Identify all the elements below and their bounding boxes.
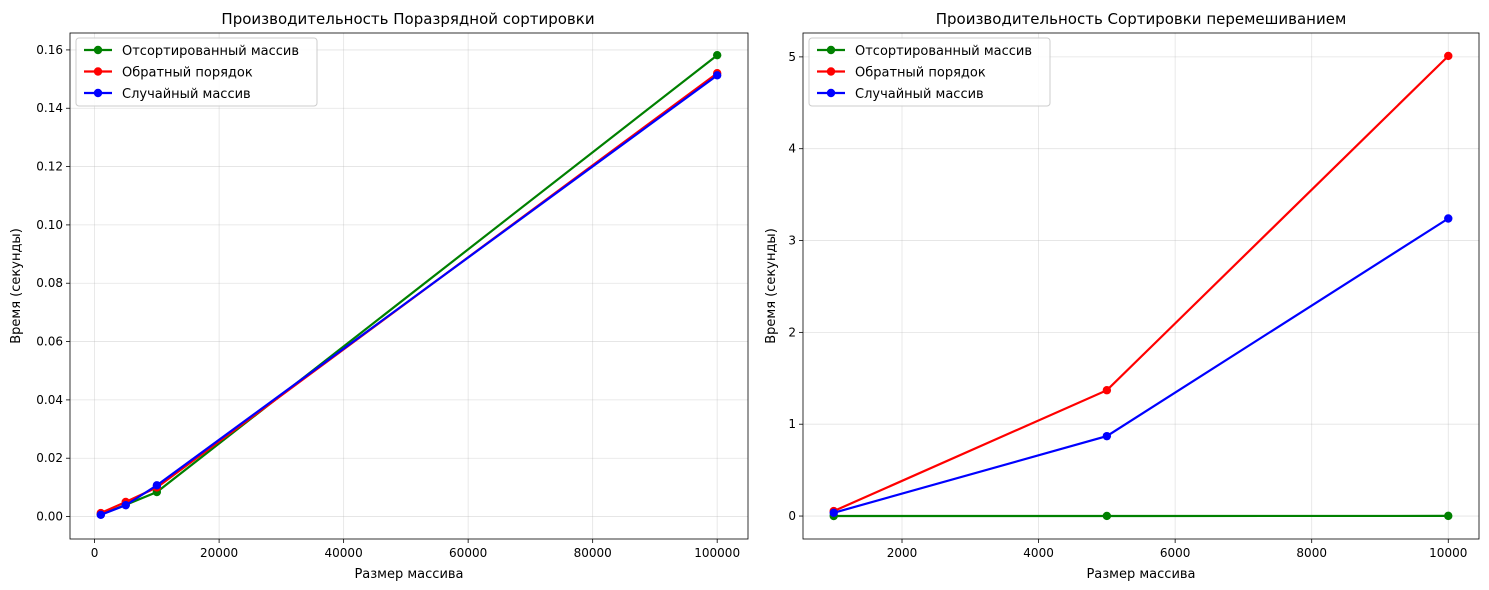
data-point	[712, 71, 722, 80]
y-tick-label: 2	[788, 325, 796, 339]
x-tick-label: 2000	[887, 546, 918, 560]
y-tick-label: 5	[788, 50, 796, 64]
legend-marker	[93, 45, 103, 55]
y-tick-label: 4	[788, 142, 796, 156]
plot-frame	[69, 32, 749, 540]
legend-item: Отсортированный массив	[817, 44, 1032, 59]
data-point	[1444, 51, 1453, 61]
y-tick-label: 0.06	[36, 335, 63, 349]
legend-item: Отсортированный массив	[84, 44, 299, 59]
y-tick-label: 0.16	[36, 43, 63, 57]
legend-label: Отсортированный массив	[122, 44, 299, 59]
x-tick-label: 8000	[1296, 546, 1327, 560]
series-line	[833, 217, 1449, 514]
plot-frame	[802, 32, 1480, 540]
data-point	[1102, 511, 1112, 521]
grid	[70, 33, 748, 539]
series-3	[96, 71, 722, 519]
y-axis-ticks: 0 1 2 3 4 5	[788, 50, 803, 523]
legend-item: Обратный порядок	[84, 66, 253, 81]
data-point	[1102, 386, 1112, 395]
chart-title: Производительность Сортировки перемешива…	[936, 10, 1347, 28]
legend-label: Случайный массив	[855, 87, 984, 102]
legend-label: Случайный массив	[122, 87, 251, 102]
series-line	[100, 72, 718, 515]
x-tick-label: 10000	[1429, 546, 1467, 560]
legend-box	[75, 37, 318, 107]
cocktail-sort-chart: Производительность Сортировки перемешива…	[764, 10, 1480, 582]
x-tick-label: 20000	[200, 546, 238, 560]
series-1	[96, 50, 722, 519]
x-axis-ticks: 2000 4000 6000 8000 10000	[887, 539, 1467, 560]
y-tick-label: 0	[788, 509, 796, 523]
series-1	[829, 511, 1453, 521]
data-point	[829, 508, 838, 518]
series-line	[100, 54, 718, 516]
data-point	[152, 481, 162, 490]
legend-label: Обратный порядок	[855, 66, 986, 81]
x-tick-label: 100000	[694, 546, 740, 560]
legend-marker	[93, 67, 103, 76]
legend-marker	[826, 45, 836, 55]
data-point	[121, 500, 130, 510]
x-tick-label: 60000	[449, 546, 487, 560]
y-tick-label: 0.02	[36, 451, 63, 465]
x-axis-ticks: 0 20000 40000 60000 80000 100000	[91, 539, 740, 560]
y-axis-label: Время (секунды)	[764, 228, 779, 344]
legend-item: Случайный массив	[84, 87, 251, 102]
legend-marker	[826, 88, 836, 98]
legend: Отсортированный массив Обратный порядок Сл…	[808, 37, 1051, 107]
series-2	[96, 69, 722, 518]
y-tick-label: 1	[788, 417, 796, 431]
x-tick-label: 4000	[1023, 546, 1054, 560]
y-tick-label: 0.10	[36, 218, 63, 232]
legend-box	[808, 37, 1051, 107]
y-tick-label: 0.12	[36, 160, 63, 174]
legend-marker	[93, 88, 103, 98]
chart-title: Производительность Поразрядной сортировк…	[221, 10, 594, 28]
legend-label: Обратный порядок	[122, 66, 253, 81]
series-2	[829, 51, 1453, 516]
series-line	[833, 55, 1450, 513]
legend-item: Обратный порядок	[817, 66, 986, 81]
legend-marker	[826, 67, 836, 76]
y-tick-label: 0.08	[36, 276, 63, 290]
series-3	[829, 214, 1453, 518]
data-point	[1444, 511, 1453, 521]
data-point	[1444, 214, 1453, 223]
y-axis-label: Время (секунды)	[9, 228, 24, 344]
radix-sort-chart: Производительность Поразрядной сортировк…	[9, 10, 749, 582]
series-layer	[96, 50, 722, 519]
legend-label: Отсортированный массив	[855, 44, 1032, 59]
y-tick-label: 0.00	[36, 510, 63, 524]
grid	[803, 33, 1479, 539]
x-tick-label: 0	[91, 546, 99, 560]
x-tick-label: 80000	[574, 546, 612, 560]
x-tick-label: 6000	[1160, 546, 1191, 560]
y-axis-ticks: 0.00 0.02 0.04 0.06 0.08 0.10 0.12 0.14 0.16	[36, 43, 70, 524]
x-tick-label: 40000	[325, 546, 363, 560]
legend: Отсортированный массив Обратный порядок Сл…	[75, 37, 318, 107]
legend-item: Случайный массив	[817, 87, 984, 102]
data-point	[96, 510, 106, 519]
data-point	[1102, 431, 1112, 441]
series-line	[100, 74, 718, 516]
x-axis-label: Размер массива	[354, 567, 463, 582]
data-point	[712, 50, 722, 60]
x-axis-label: Размер массива	[1086, 567, 1195, 582]
y-tick-label: 3	[788, 234, 796, 248]
series-layer	[829, 51, 1453, 521]
y-tick-label: 0.14	[36, 101, 63, 115]
y-tick-label: 0.04	[36, 393, 63, 407]
